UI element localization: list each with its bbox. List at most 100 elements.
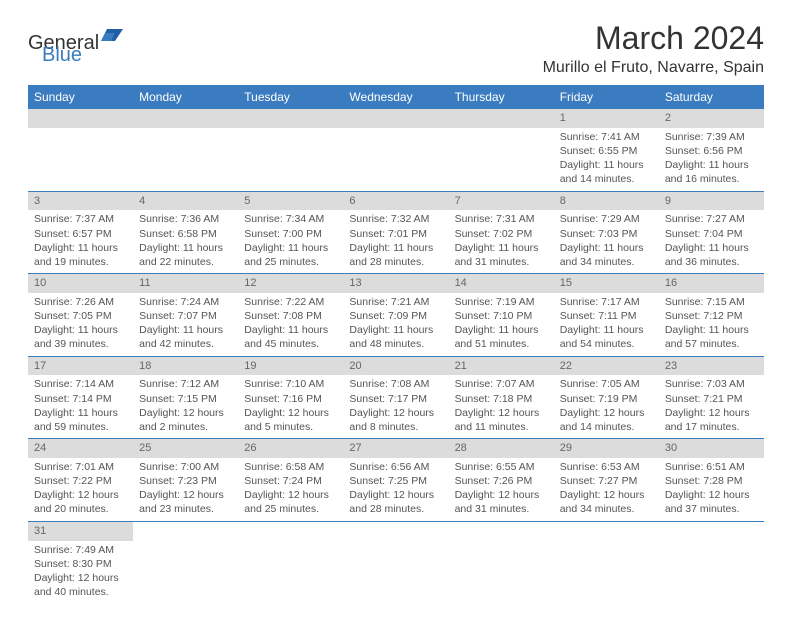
sunset-line: Sunset: 7:01 PM <box>349 227 442 241</box>
day-body: Sunrise: 7:27 AMSunset: 7:04 PMDaylight:… <box>659 210 764 273</box>
day-number: 16 <box>659 274 764 293</box>
day-cell: 7Sunrise: 7:31 AMSunset: 7:02 PMDaylight… <box>449 192 554 274</box>
sunset-line: Sunset: 7:02 PM <box>455 227 548 241</box>
day-cell <box>133 109 238 191</box>
sunset-line: Sunset: 7:08 PM <box>244 309 337 323</box>
sunset-line: Sunset: 7:00 PM <box>244 227 337 241</box>
day-number: 31 <box>28 522 133 541</box>
day-number: 8 <box>554 192 659 211</box>
sunrise-line: Sunrise: 7:19 AM <box>455 295 548 309</box>
daylight-line: Daylight: 12 hours and 37 minutes. <box>665 488 758 516</box>
day-cell: 6Sunrise: 7:32 AMSunset: 7:01 PMDaylight… <box>343 192 448 274</box>
sunrise-line: Sunrise: 7:32 AM <box>349 212 442 226</box>
day-body: Sunrise: 6:58 AMSunset: 7:24 PMDaylight:… <box>238 458 343 521</box>
day-number: 13 <box>343 274 448 293</box>
location: Murillo el Fruto, Navarre, Spain <box>543 59 764 77</box>
week-row: 10Sunrise: 7:26 AMSunset: 7:05 PMDayligh… <box>28 274 764 357</box>
day-cell: 17Sunrise: 7:14 AMSunset: 7:14 PMDayligh… <box>28 357 133 439</box>
day-cell <box>238 109 343 191</box>
day-cell <box>449 522 554 604</box>
day-cell: 13Sunrise: 7:21 AMSunset: 7:09 PMDayligh… <box>343 274 448 356</box>
sunrise-line: Sunrise: 7:49 AM <box>34 543 127 557</box>
day-number: 6 <box>343 192 448 211</box>
day-cell: 25Sunrise: 7:00 AMSunset: 7:23 PMDayligh… <box>133 439 238 521</box>
day-number: 29 <box>554 439 659 458</box>
daylight-line: Daylight: 11 hours and 59 minutes. <box>34 406 127 434</box>
sunset-line: Sunset: 6:55 PM <box>560 144 653 158</box>
day-number: 17 <box>28 357 133 376</box>
sunrise-line: Sunrise: 7:03 AM <box>665 377 758 391</box>
weekday-header-row: SundayMondayTuesdayWednesdayThursdayFrid… <box>28 85 764 109</box>
day-number: 27 <box>343 439 448 458</box>
sunset-line: Sunset: 7:04 PM <box>665 227 758 241</box>
day-number: 3 <box>28 192 133 211</box>
sunset-line: Sunset: 7:11 PM <box>560 309 653 323</box>
daylight-line: Daylight: 12 hours and 34 minutes. <box>560 488 653 516</box>
day-number: 18 <box>133 357 238 376</box>
day-body: Sunrise: 7:24 AMSunset: 7:07 PMDaylight:… <box>133 293 238 356</box>
day-number: 11 <box>133 274 238 293</box>
day-cell: 11Sunrise: 7:24 AMSunset: 7:07 PMDayligh… <box>133 274 238 356</box>
day-number: 20 <box>343 357 448 376</box>
sunrise-line: Sunrise: 7:37 AM <box>34 212 127 226</box>
daylight-line: Daylight: 11 hours and 31 minutes. <box>455 241 548 269</box>
weekday-header: Wednesday <box>343 85 448 109</box>
week-row: 31Sunrise: 7:49 AMSunset: 8:30 PMDayligh… <box>28 522 764 604</box>
sunrise-line: Sunrise: 7:21 AM <box>349 295 442 309</box>
day-cell: 2Sunrise: 7:39 AMSunset: 6:56 PMDaylight… <box>659 109 764 191</box>
day-number: 2 <box>659 109 764 128</box>
logo-text-blue: Blue <box>42 44 82 67</box>
day-number: 21 <box>449 357 554 376</box>
day-body: Sunrise: 7:14 AMSunset: 7:14 PMDaylight:… <box>28 375 133 438</box>
daylight-line: Daylight: 11 hours and 39 minutes. <box>34 323 127 351</box>
daylight-line: Daylight: 11 hours and 42 minutes. <box>139 323 232 351</box>
weekday-header: Friday <box>554 85 659 109</box>
day-cell: 29Sunrise: 6:53 AMSunset: 7:27 PMDayligh… <box>554 439 659 521</box>
daylight-line: Daylight: 11 hours and 54 minutes. <box>560 323 653 351</box>
sunset-line: Sunset: 7:03 PM <box>560 227 653 241</box>
sunset-line: Sunset: 7:15 PM <box>139 392 232 406</box>
day-cell: 3Sunrise: 7:37 AMSunset: 6:57 PMDaylight… <box>28 192 133 274</box>
day-cell: 26Sunrise: 6:58 AMSunset: 7:24 PMDayligh… <box>238 439 343 521</box>
sunset-line: Sunset: 7:28 PM <box>665 474 758 488</box>
day-body: Sunrise: 7:01 AMSunset: 7:22 PMDaylight:… <box>28 458 133 521</box>
day-cell <box>343 522 448 604</box>
sunrise-line: Sunrise: 7:22 AM <box>244 295 337 309</box>
daylight-line: Daylight: 11 hours and 19 minutes. <box>34 241 127 269</box>
daylight-line: Daylight: 12 hours and 5 minutes. <box>244 406 337 434</box>
sunset-line: Sunset: 7:18 PM <box>455 392 548 406</box>
sunrise-line: Sunrise: 7:15 AM <box>665 295 758 309</box>
sunrise-line: Sunrise: 7:39 AM <box>665 130 758 144</box>
sunset-line: Sunset: 6:56 PM <box>665 144 758 158</box>
day-body: Sunrise: 7:12 AMSunset: 7:15 PMDaylight:… <box>133 375 238 438</box>
day-number: 22 <box>554 357 659 376</box>
sunset-line: Sunset: 7:23 PM <box>139 474 232 488</box>
day-body: Sunrise: 7:10 AMSunset: 7:16 PMDaylight:… <box>238 375 343 438</box>
sunrise-line: Sunrise: 7:41 AM <box>560 130 653 144</box>
day-body: Sunrise: 7:21 AMSunset: 7:09 PMDaylight:… <box>343 293 448 356</box>
month-title: March 2024 <box>543 20 764 57</box>
day-body: Sunrise: 7:26 AMSunset: 7:05 PMDaylight:… <box>28 293 133 356</box>
weekday-header: Thursday <box>449 85 554 109</box>
sunset-line: Sunset: 7:05 PM <box>34 309 127 323</box>
day-cell <box>133 522 238 604</box>
title-block: March 2024 Murillo el Fruto, Navarre, Sp… <box>543 20 764 77</box>
sunrise-line: Sunrise: 6:56 AM <box>349 460 442 474</box>
sunrise-line: Sunrise: 7:17 AM <box>560 295 653 309</box>
daylight-line: Daylight: 11 hours and 57 minutes. <box>665 323 758 351</box>
daylight-line: Daylight: 12 hours and 31 minutes. <box>455 488 548 516</box>
day-number: 10 <box>28 274 133 293</box>
sunrise-line: Sunrise: 7:10 AM <box>244 377 337 391</box>
day-body: Sunrise: 7:39 AMSunset: 6:56 PMDaylight:… <box>659 128 764 191</box>
day-body: Sunrise: 7:08 AMSunset: 7:17 PMDaylight:… <box>343 375 448 438</box>
daylight-line: Daylight: 12 hours and 25 minutes. <box>244 488 337 516</box>
day-cell: 10Sunrise: 7:26 AMSunset: 7:05 PMDayligh… <box>28 274 133 356</box>
day-cell: 18Sunrise: 7:12 AMSunset: 7:15 PMDayligh… <box>133 357 238 439</box>
day-body: Sunrise: 7:00 AMSunset: 7:23 PMDaylight:… <box>133 458 238 521</box>
day-number: 4 <box>133 192 238 211</box>
day-cell: 9Sunrise: 7:27 AMSunset: 7:04 PMDaylight… <box>659 192 764 274</box>
daylight-line: Daylight: 11 hours and 14 minutes. <box>560 158 653 186</box>
day-body: Sunrise: 7:36 AMSunset: 6:58 PMDaylight:… <box>133 210 238 273</box>
logo-flag-icon <box>101 26 123 49</box>
sunset-line: Sunset: 7:17 PM <box>349 392 442 406</box>
